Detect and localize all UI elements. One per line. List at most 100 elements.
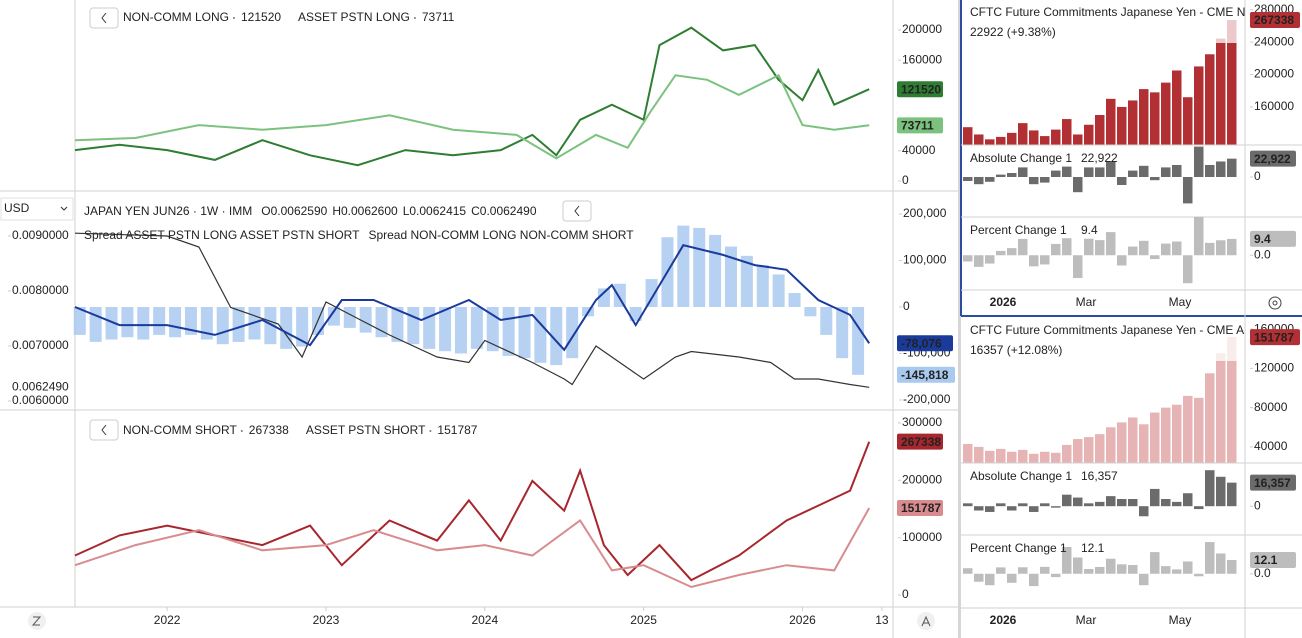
histogram-bar bbox=[740, 255, 753, 307]
title-bg bbox=[963, 321, 1243, 361]
change-bar bbox=[1183, 561, 1193, 574]
change-bar bbox=[1205, 470, 1215, 507]
volume-bar bbox=[1018, 123, 1028, 145]
volume-bar bbox=[1161, 82, 1171, 145]
y-tick-label: 0.0060000 bbox=[12, 393, 69, 407]
y-tick-label: 100000 bbox=[902, 530, 942, 544]
histogram-bar bbox=[216, 306, 229, 345]
x-tick-label: 2024 bbox=[471, 613, 498, 627]
back-button[interactable] bbox=[89, 419, 119, 441]
pane-title: Absolute Change 1 bbox=[970, 469, 1072, 483]
change-bar bbox=[1062, 546, 1072, 574]
pane-title: Absolute Change 1 bbox=[970, 151, 1072, 165]
change-bar bbox=[1084, 503, 1094, 507]
legend-text: ASSET PSTN LONG bbox=[298, 10, 410, 24]
volume-bar bbox=[985, 139, 995, 145]
x-tick-label: 2025 bbox=[630, 613, 657, 627]
settings-button[interactable] bbox=[1268, 296, 1282, 310]
change-bar bbox=[1029, 506, 1039, 512]
date-label: Mar bbox=[1076, 613, 1097, 627]
y-tick-label: 0.0080000 bbox=[12, 283, 69, 297]
change-bar bbox=[1073, 255, 1083, 279]
histogram-bar bbox=[470, 306, 483, 349]
back-icon bbox=[101, 424, 107, 436]
y-tick-label: 200000 bbox=[902, 472, 942, 486]
change-bar bbox=[1106, 232, 1116, 256]
y-tick-label: 40000 bbox=[1254, 439, 1288, 453]
change-bar bbox=[1139, 573, 1149, 586]
change-bar bbox=[1161, 243, 1171, 256]
volume-bar bbox=[1205, 373, 1215, 463]
change-bar bbox=[1018, 567, 1028, 574]
price-tag: 151787 bbox=[901, 501, 941, 515]
y-tick-label: 0 bbox=[1254, 498, 1261, 512]
y-tick-label: 80000 bbox=[1254, 400, 1288, 414]
volume-bar bbox=[1018, 449, 1028, 463]
change-bar bbox=[974, 573, 984, 582]
back-button[interactable] bbox=[562, 200, 592, 222]
y-tick-label: 0.0 bbox=[1254, 247, 1271, 261]
change-bar bbox=[1040, 503, 1050, 507]
change-bar bbox=[1139, 165, 1149, 177]
histogram-bar bbox=[629, 306, 642, 321]
y-tick-label: 0.0070000 bbox=[12, 338, 69, 352]
legend-text: NON-COMM SHORT bbox=[123, 423, 237, 437]
price-tag: 0.0062490 bbox=[12, 379, 69, 393]
auto-scale-icon bbox=[921, 615, 931, 627]
side-tag-bg bbox=[1250, 329, 1300, 346]
y-tick-label: 0 bbox=[902, 173, 909, 187]
change-bar bbox=[996, 567, 1006, 574]
volume-bar bbox=[1029, 453, 1039, 463]
title-bg bbox=[963, 3, 1243, 43]
histogram-bar bbox=[772, 274, 785, 307]
auto-scale-button[interactable] bbox=[917, 612, 935, 630]
change-bar bbox=[1040, 255, 1050, 265]
legend-text: L0.0062415 bbox=[403, 204, 467, 218]
price-tag-bg bbox=[897, 117, 943, 134]
change-bar bbox=[963, 568, 973, 574]
change-bar bbox=[1216, 240, 1226, 256]
change-bar bbox=[1172, 241, 1182, 256]
y-tick-label: 200,000 bbox=[903, 206, 947, 220]
currency-select[interactable] bbox=[0, 197, 74, 221]
date-label: 2026 bbox=[990, 295, 1017, 309]
y-tick-label: 240000 bbox=[1254, 34, 1294, 48]
change-bar bbox=[1161, 566, 1171, 574]
date-label: May bbox=[1169, 613, 1192, 627]
histogram-bar bbox=[613, 283, 626, 307]
volume-bar bbox=[1183, 97, 1193, 145]
volume-bar bbox=[1139, 424, 1149, 463]
histogram-bar bbox=[121, 306, 134, 338]
y-tick-label: 200000 bbox=[1254, 67, 1294, 81]
change-bar bbox=[1172, 569, 1182, 574]
histogram-bar bbox=[724, 246, 737, 307]
volume-bar bbox=[1128, 417, 1138, 463]
series-line bbox=[74, 507, 871, 589]
change-bar bbox=[1194, 216, 1204, 256]
change-bar bbox=[1205, 542, 1215, 574]
change-bar bbox=[1051, 170, 1061, 177]
settings-icon bbox=[1272, 300, 1278, 306]
volume-bar bbox=[1051, 129, 1061, 145]
pane-tag-bg bbox=[1250, 230, 1296, 247]
volume-bar bbox=[1084, 124, 1094, 145]
volume-bar bbox=[1062, 444, 1072, 463]
histogram-bar bbox=[566, 306, 579, 359]
legend-text: NON-COMM LONG bbox=[123, 10, 229, 24]
series-line bbox=[74, 73, 870, 160]
x-tick-label: 2022 bbox=[154, 613, 181, 627]
volume-bar bbox=[1194, 66, 1204, 145]
y-tick-label: 160000 bbox=[902, 52, 942, 66]
change-bar bbox=[1128, 170, 1138, 177]
histogram-bar bbox=[502, 306, 515, 356]
back-button[interactable] bbox=[89, 7, 119, 29]
volume-bar bbox=[1007, 132, 1017, 145]
change-bar bbox=[1095, 501, 1105, 507]
change-bar bbox=[1040, 566, 1050, 574]
volume-bar bbox=[1128, 100, 1138, 145]
price-tag: 121520 bbox=[901, 82, 941, 96]
change-bar bbox=[1106, 558, 1116, 574]
side-change: 22922 (+9.38%) bbox=[970, 25, 1056, 39]
histogram-bar bbox=[550, 306, 563, 366]
change-bar bbox=[1216, 553, 1226, 574]
